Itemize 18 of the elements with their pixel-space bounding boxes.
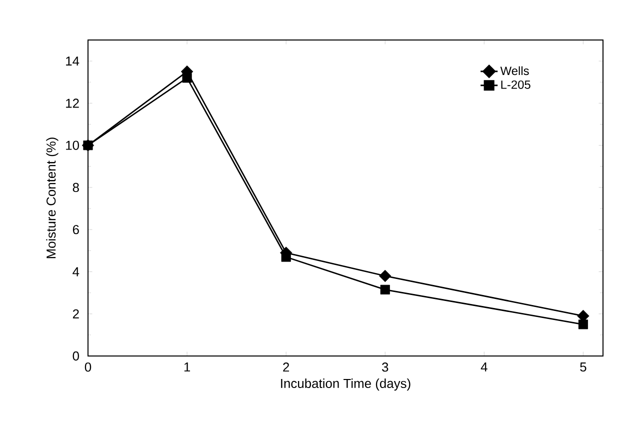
legend-label: Wells bbox=[500, 66, 529, 76]
y-tick-label: 2 bbox=[72, 309, 79, 318]
y-tick-label: 6 bbox=[72, 225, 79, 234]
x-tick-label: 2 bbox=[283, 362, 290, 372]
y-tick-label: 14 bbox=[66, 56, 80, 66]
y-tick-label: 8 bbox=[72, 182, 79, 192]
x-tick-label: 4 bbox=[480, 362, 488, 372]
y-tick-label: 0 bbox=[72, 351, 79, 361]
x-tick-label: 5 bbox=[580, 362, 586, 372]
legend-label: L-205 bbox=[501, 80, 530, 89]
x-tick-label: 0 bbox=[84, 362, 92, 372]
y-tick-label: 10 bbox=[66, 140, 79, 150]
y-axis-title: Moisture Content (%) bbox=[46, 138, 58, 258]
x-axis-title: Incubation Time (days) bbox=[281, 378, 410, 391]
y-tick-label: 12 bbox=[66, 98, 79, 108]
x-tick-label: 3 bbox=[382, 362, 388, 372]
y-tick-label: 4 bbox=[72, 267, 80, 276]
x-tick-label: 1 bbox=[184, 362, 190, 372]
